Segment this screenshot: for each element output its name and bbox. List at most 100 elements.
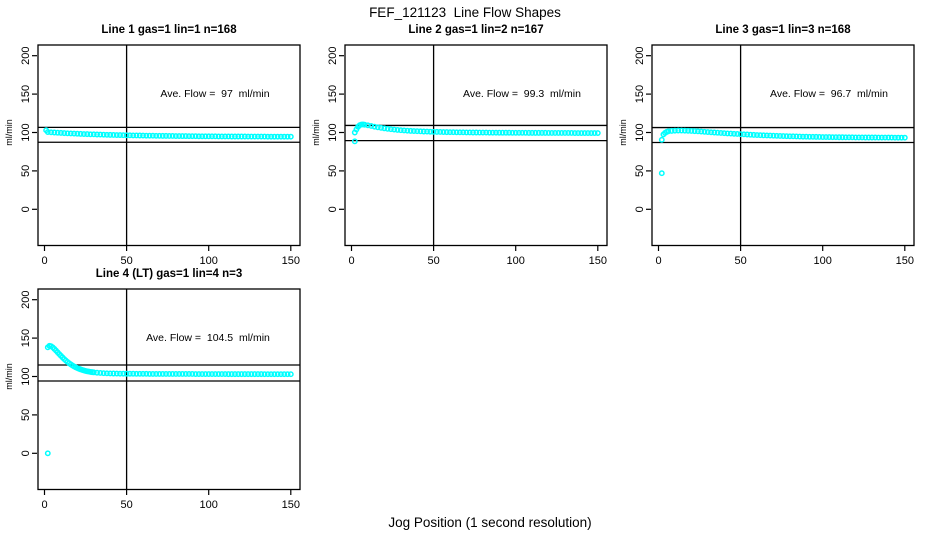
y-tick-label: 150 [634,85,646,103]
data-point [215,133,222,140]
data-point [584,130,591,136]
data-point [473,129,480,136]
data-point [209,133,215,140]
data-point [202,133,209,140]
data-point [371,123,378,130]
data-point [133,370,140,377]
data-point [57,129,64,136]
data-point [189,133,196,140]
data-point [364,122,371,129]
data-point [255,371,261,378]
plot3-annotation: Ave. Flow = 96.7 ml/min [770,88,888,100]
data-point [80,131,87,137]
data-point [169,371,176,377]
x-tick-label: 0 [348,255,354,267]
data-point [417,128,424,135]
data-point [97,370,104,376]
data-point [397,127,404,134]
data-point [113,132,120,138]
data-point [186,371,192,377]
data-point [361,121,368,128]
data-point [281,133,288,140]
data-point [685,127,692,134]
data-point [228,371,235,378]
data-point [195,133,202,140]
data-point [882,134,889,141]
data-point [681,127,688,134]
figure-title: FEF_121123 Line Flow Shapes [369,5,561,20]
data-point [225,371,232,378]
data-point [284,133,291,140]
x-tick-label: 150 [282,499,300,511]
x-tick-label: 100 [507,255,525,267]
plot1-annotation: Ave. Flow = 97 ml/min [160,88,270,100]
data-point [100,370,107,377]
data-point [516,129,522,136]
data-point [153,370,160,377]
data-point [443,129,450,136]
data-point [895,134,902,141]
data-point [862,134,869,141]
data-point [671,127,678,134]
data-point [235,133,242,140]
data-point [238,371,245,378]
x-tick-label: 100 [814,255,832,267]
x-tick-label: 50 [120,255,132,267]
y-tick-label: 150 [20,85,32,103]
data-point [888,134,895,141]
data-point [172,133,179,139]
data-point [212,371,219,377]
data-point [414,128,421,135]
data-point [846,134,852,141]
data-point [832,134,839,141]
data-point [199,371,206,377]
data-point [378,124,385,131]
data-point [578,130,585,136]
data-point [222,371,229,377]
data-point [241,133,248,140]
data-point [698,128,705,135]
data-point [44,129,51,135]
data-point [123,132,130,139]
data-point [502,129,509,136]
data-point [724,130,731,137]
data-point [433,128,440,135]
data-point [777,133,783,139]
data-point [842,134,849,141]
data-point [450,129,457,136]
data-point [552,130,559,136]
data-point [783,133,790,140]
y-tick-label: 200 [20,291,32,309]
data-point [133,132,140,139]
data-point [440,129,447,135]
data-point [225,133,232,140]
data-point [192,133,199,140]
data-point [176,133,183,139]
y-tick-label: 150 [327,85,339,103]
data-point [717,130,724,136]
x-tick-label: 0 [41,499,47,511]
data-point [859,134,866,141]
data-point [100,131,107,138]
data-point [826,134,833,141]
data-point [123,370,130,377]
data-point [186,133,192,140]
data-point [391,126,398,133]
y-tick-label: 200 [327,47,339,65]
y-axis-title: ml/min [4,119,14,146]
data-point [140,132,146,139]
data-point [466,129,473,136]
data-point [754,132,760,138]
data-point [483,129,490,136]
data-point [658,136,665,143]
data-point [179,371,186,377]
data-point [368,123,375,129]
data-point [747,131,754,138]
data-point [519,129,526,136]
y-tick-label: 100 [634,123,646,141]
data-point [374,124,381,131]
data-point [202,371,209,377]
data-point [806,133,813,140]
data-point [271,371,278,378]
x-tick-label: 0 [655,255,661,267]
